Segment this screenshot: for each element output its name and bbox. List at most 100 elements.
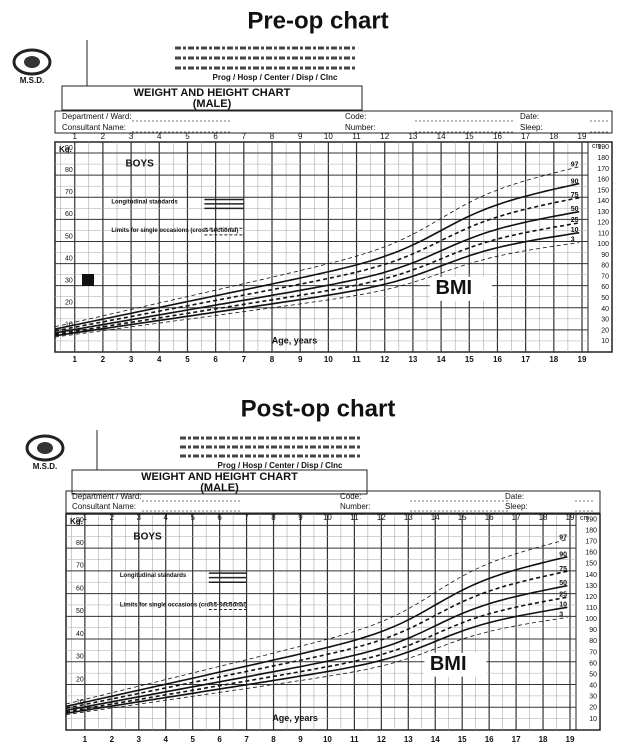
chart-subtitle: (MALE) [200, 482, 239, 494]
field-label: Consultant Name: [72, 502, 136, 511]
percentile-label: 97 [559, 534, 567, 541]
sex-label: BOYS [125, 159, 154, 170]
kg-label: 80 [65, 167, 73, 174]
age-label: 10 [323, 735, 332, 744]
age-label: 19 [578, 355, 587, 364]
age-label: 11 [350, 513, 359, 522]
x-axis-label: Age, years [272, 335, 318, 345]
age-label: 8 [271, 513, 276, 522]
age-label: 7 [244, 735, 249, 744]
cm-label: 160 [585, 550, 597, 557]
age-label: 19 [566, 735, 575, 744]
cm-label: 140 [585, 572, 597, 579]
cm-label: 150 [597, 187, 609, 194]
cm-label: 50 [589, 671, 597, 678]
cm-label: 10 [589, 716, 597, 723]
age-label: 6 [217, 735, 222, 744]
grid-frame [66, 514, 600, 730]
right-unit: cm. [592, 143, 603, 150]
kg-label: 20 [76, 676, 84, 683]
cm-label: 70 [589, 649, 597, 656]
age-label: 19 [566, 513, 575, 522]
percentile-label: 25 [559, 592, 567, 599]
age-label: 12 [377, 513, 386, 522]
kg-label: 30 [65, 278, 73, 285]
field-label: Department / Ward: [72, 492, 142, 501]
age-label: 11 [352, 132, 361, 141]
age-label: 14 [437, 132, 446, 141]
age-label: 1 [73, 132, 78, 141]
cm-label: 130 [597, 209, 609, 216]
age-label: 5 [190, 513, 195, 522]
cm-label: 120 [597, 220, 609, 227]
percentile-curve [55, 198, 579, 331]
age-label: 8 [270, 132, 275, 141]
cm-label: 20 [601, 327, 609, 334]
percentile-label: 90 [571, 178, 579, 185]
percentile-label: 75 [559, 566, 567, 573]
age-label: 14 [431, 513, 440, 522]
panel-heading: Pre-op chart [247, 7, 388, 34]
cm-label: 180 [597, 155, 609, 162]
logo [37, 442, 53, 454]
age-label: 13 [404, 735, 413, 744]
age-label: 1 [73, 355, 78, 364]
cm-label: 90 [601, 252, 609, 259]
percentile-curve [66, 597, 567, 712]
cm-label: 90 [589, 627, 597, 634]
age-label: 7 [242, 355, 247, 364]
legend-text: Longitudinal standards [111, 199, 178, 205]
age-label: 2 [101, 355, 106, 364]
panel: Post-op chartM.S.D.Prog / Hosp / Center … [27, 395, 600, 744]
age-label: 3 [137, 513, 142, 522]
percentile-label: 90 [559, 552, 567, 559]
cm-label: 160 [597, 177, 609, 184]
field-label: Consultant Name: [62, 123, 126, 132]
percentile-curve [55, 223, 579, 335]
age-label: 2 [101, 132, 106, 141]
field-label: Department / Ward: [62, 112, 132, 121]
left-unit: Kg. [70, 517, 83, 526]
percentile-label: 3 [559, 612, 563, 619]
age-label: 9 [298, 513, 303, 522]
percentile-label: 10 [559, 602, 567, 609]
age-label: 17 [521, 132, 530, 141]
cm-label: 40 [601, 306, 609, 313]
age-label: 9 [298, 735, 303, 744]
age-label: 5 [185, 132, 190, 141]
right-unit: cm. [580, 515, 591, 522]
age-label: 18 [539, 513, 548, 522]
legend-text: Limits for single occasions (cross-secti… [120, 603, 247, 609]
percentile-label: 10 [571, 227, 579, 234]
field-label: Date: [520, 112, 539, 121]
age-label: 15 [458, 513, 467, 522]
age-label: 19 [578, 132, 587, 141]
cm-label: 30 [589, 694, 597, 701]
age-label: 5 [190, 735, 195, 744]
percentile-curve [55, 233, 579, 336]
kg-label: 70 [76, 563, 84, 570]
age-label: 11 [350, 735, 359, 744]
cm-label: 60 [589, 660, 597, 667]
cm-label: 180 [585, 527, 597, 534]
age-label: 6 [213, 132, 218, 141]
age-label: 8 [270, 355, 275, 364]
age-label: 10 [323, 513, 332, 522]
age-label: 4 [157, 355, 162, 364]
age-label: 10 [324, 132, 333, 141]
field-label: Code: [345, 112, 366, 121]
kg-label: 30 [76, 654, 84, 661]
age-label: 2 [110, 735, 115, 744]
age-label: 16 [493, 132, 502, 141]
age-label: 12 [377, 735, 386, 744]
kg-label: 40 [65, 255, 73, 262]
cm-label: 130 [585, 583, 597, 590]
age-label: 18 [549, 132, 558, 141]
age-label: 18 [539, 735, 548, 744]
header-line: Prog / Hosp / Center / Disp / Clnc [218, 461, 343, 470]
age-label: 11 [352, 355, 361, 364]
percentile-label: 25 [571, 217, 579, 224]
cm-label: 110 [586, 605, 597, 612]
percentile-curve [66, 571, 567, 708]
